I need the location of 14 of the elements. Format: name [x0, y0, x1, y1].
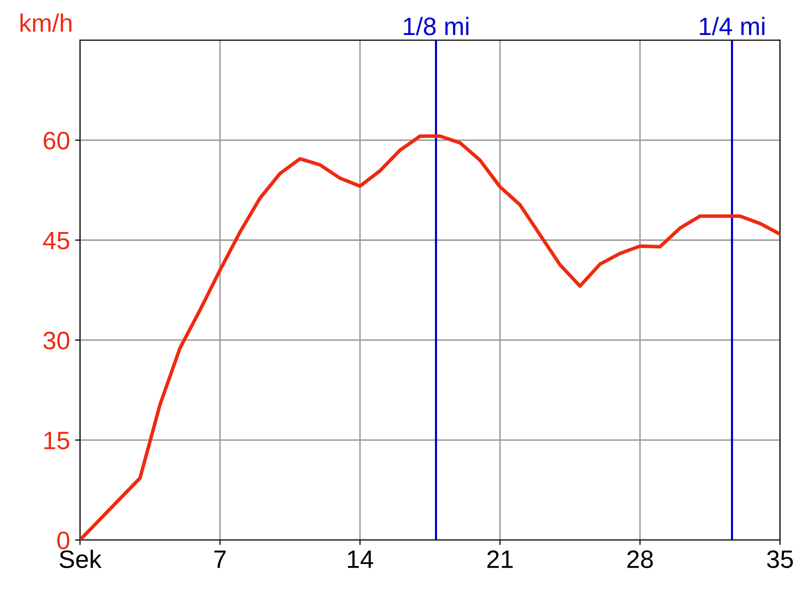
y-tick-label: 60: [44, 132, 70, 150]
y-tick-label: 0: [57, 532, 70, 550]
y-tick-label: 15: [44, 432, 70, 450]
x-tick-label: 28: [627, 550, 653, 568]
ref-line-label: 1/8 mi: [404, 16, 468, 36]
x-tick-label: 21: [487, 550, 513, 568]
x-tick-label: 14: [348, 550, 374, 568]
y-tick-label: 45: [43, 232, 70, 250]
ref-line-label: 1/4 mi: [700, 16, 764, 36]
y-axis-title: km/h: [20, 14, 72, 32]
y-tick-label: 30: [43, 332, 70, 350]
x-tick-label: Sek: [60, 550, 102, 568]
x-tick-label: 7: [214, 550, 226, 568]
x-tick-label: 35: [767, 550, 793, 568]
